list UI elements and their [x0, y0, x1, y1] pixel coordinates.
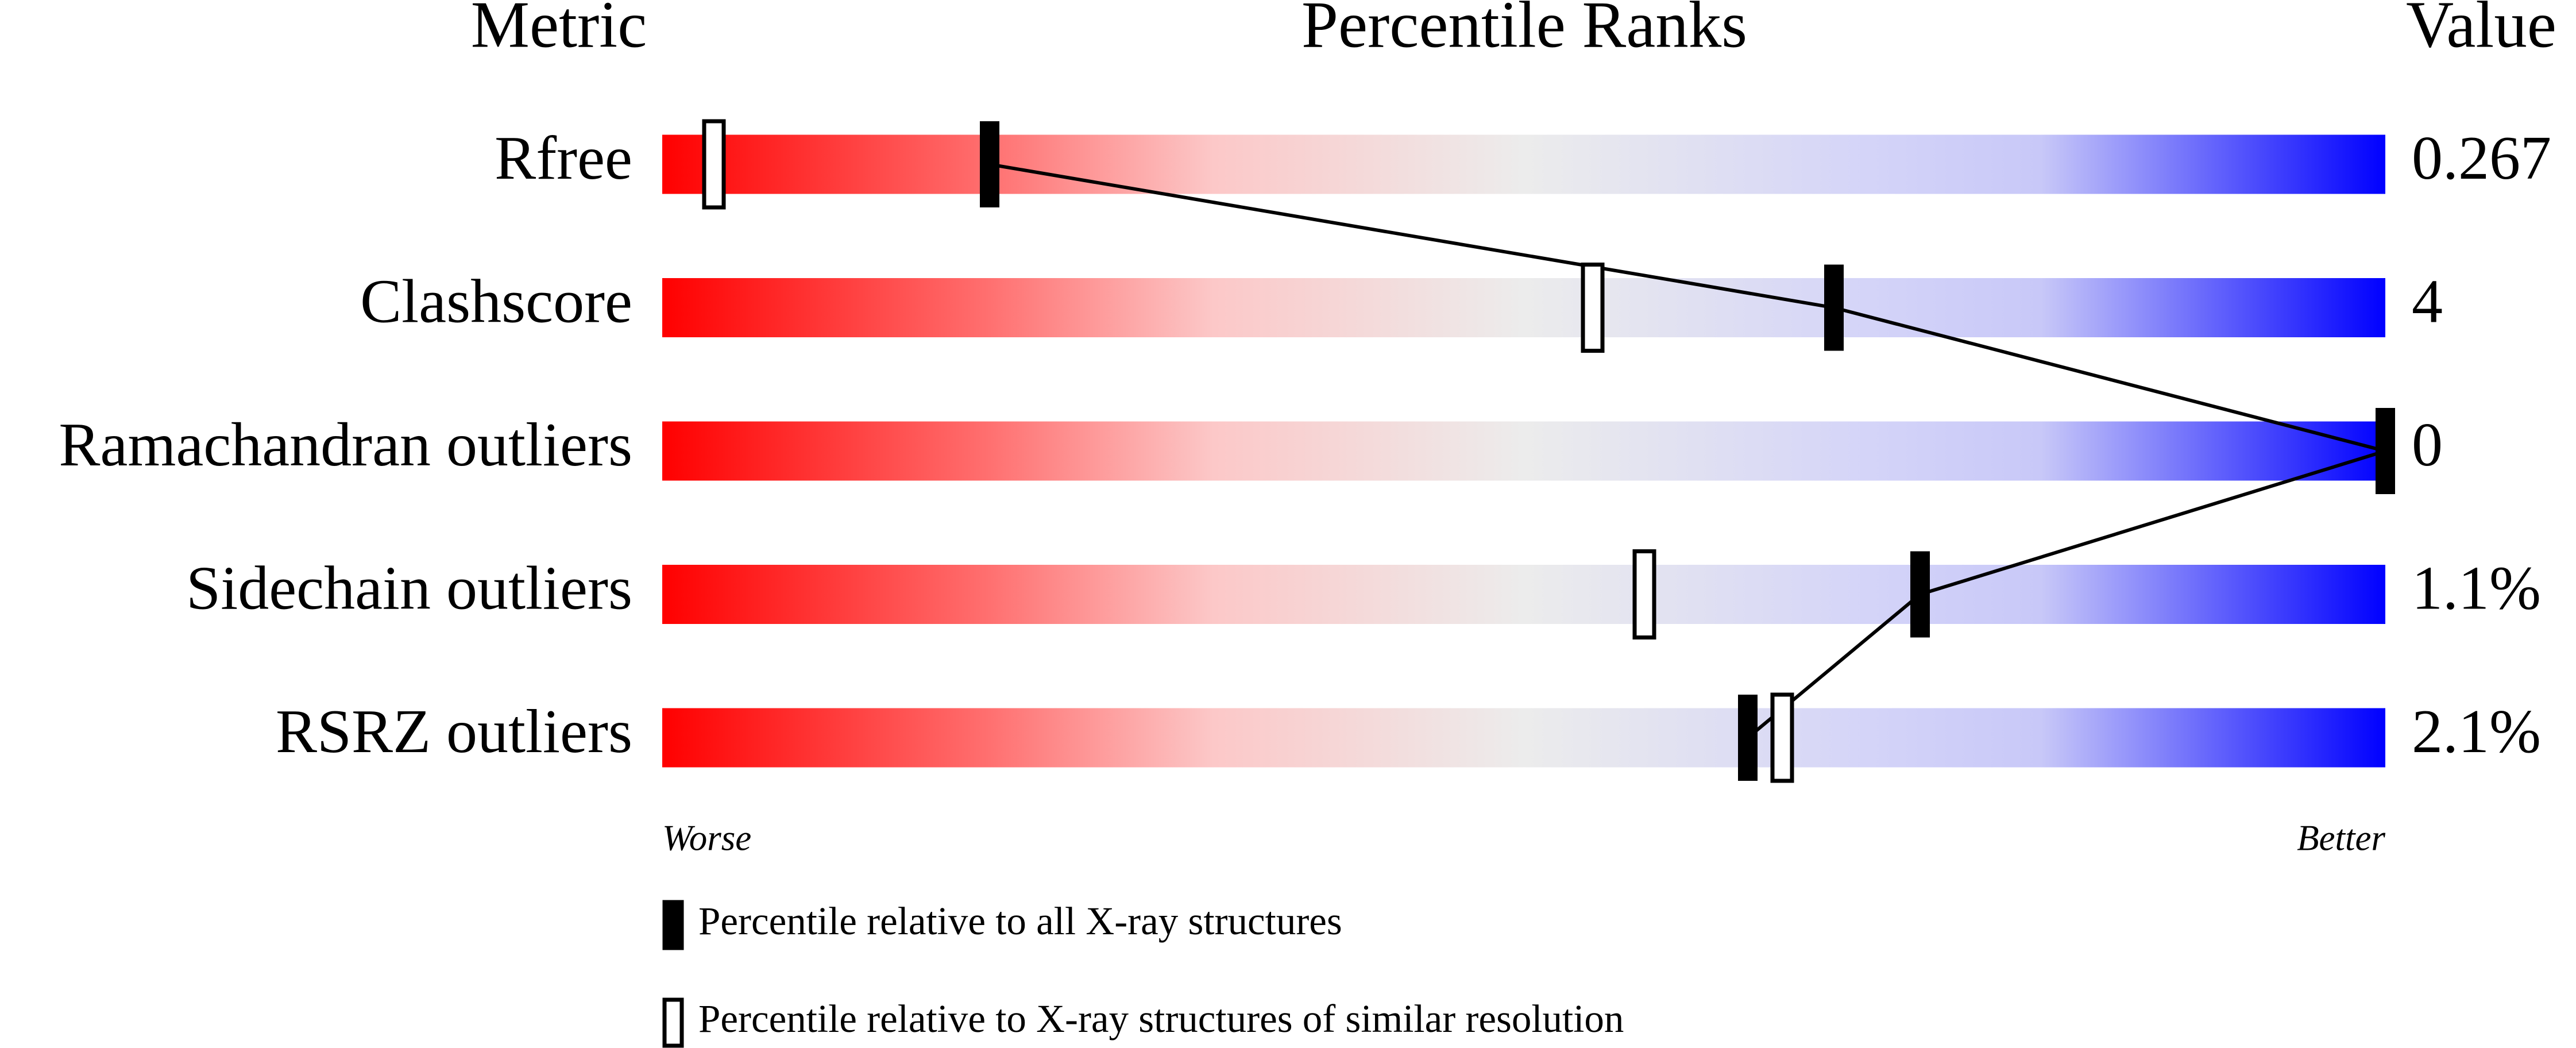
legend-swatch [662, 997, 684, 1048]
percentile-bar [662, 708, 2385, 768]
legend-label: Percentile relative to X-ray structures … [698, 997, 1624, 1041]
worse-label: Worse [662, 818, 751, 858]
legend-swatch [662, 900, 684, 950]
relative-marker [1581, 263, 1605, 353]
metric-label: Rfree [495, 124, 632, 192]
metric-value: 0.267 [2412, 124, 2551, 192]
absolute-marker [1738, 695, 1758, 781]
metric-label: RSRZ outliers [276, 698, 632, 766]
relative-marker [1632, 549, 1656, 639]
header-value: Value [2406, 0, 2556, 61]
metric-value: 4 [2412, 267, 2443, 336]
absolute-marker [980, 121, 999, 207]
metric-value: 1.1% [2412, 554, 2541, 622]
metric-value: 2.1% [2412, 698, 2541, 766]
better-label: Better [2297, 818, 2385, 858]
metric-label: Sidechain outliers [186, 554, 632, 622]
header-metric: Metric [471, 0, 647, 61]
percentile-bar [662, 278, 2385, 337]
metric-label: Clashscore [360, 267, 632, 336]
percentile-bar [662, 134, 2385, 194]
relative-marker [1770, 692, 1794, 783]
legend-label: Percentile relative to all X-ray structu… [698, 899, 1342, 943]
percentile-bar [662, 421, 2385, 481]
percentile-bar [662, 565, 2385, 624]
absolute-marker [2376, 408, 2395, 494]
metric-label: Ramachandran outliers [59, 411, 632, 479]
absolute-marker [1910, 551, 1930, 638]
relative-marker [702, 119, 726, 210]
absolute-marker [1824, 264, 1844, 351]
metric-value: 0 [2412, 411, 2443, 479]
header-percentile: Percentile Ranks [1301, 0, 1747, 61]
